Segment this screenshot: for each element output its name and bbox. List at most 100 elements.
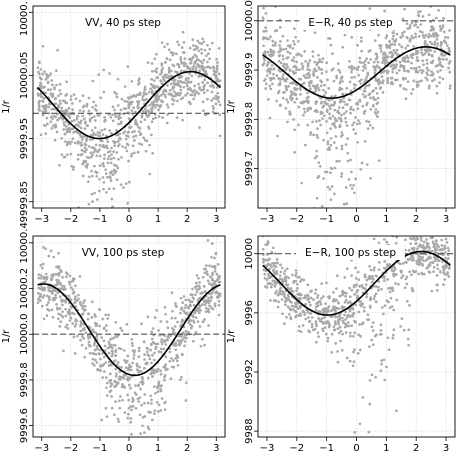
scatter-point: [157, 115, 161, 118]
scatter-point: [161, 92, 165, 96]
scatter-point: [95, 174, 98, 178]
scatter-point: [322, 138, 325, 142]
scatter-point: [369, 57, 373, 61]
scatter-point: [143, 358, 146, 361]
scatter-point: [130, 100, 134, 104]
scatter-point: [447, 257, 450, 260]
scatter-point: [85, 156, 89, 159]
scatter-point: [39, 95, 43, 99]
scatter-point: [303, 143, 307, 147]
scatter-point: [285, 98, 289, 102]
scatter-point: [330, 185, 334, 188]
scatter-point: [102, 339, 106, 343]
scatter-point: [188, 46, 192, 50]
scatter-point: [106, 346, 110, 350]
scatter-point: [438, 76, 442, 79]
scatter-point: [78, 109, 82, 112]
scatter-point: [69, 286, 73, 289]
scatter-point: [425, 66, 429, 70]
scatter-point: [36, 291, 40, 295]
scatter-point: [118, 406, 122, 410]
scatter-point: [415, 233, 418, 236]
scatter-point: [191, 90, 195, 94]
scatter-point: [412, 270, 416, 274]
scatter-point: [268, 267, 272, 271]
scatter-point: [215, 272, 219, 276]
x-tick-label: −3: [34, 214, 49, 225]
scatter-point: [189, 68, 192, 71]
scatter-series: [36, 30, 222, 208]
y-tick-label: 9999.8: [19, 362, 30, 397]
scatter-point: [273, 252, 277, 255]
scatter-point: [63, 123, 66, 127]
scatter-point: [116, 361, 120, 364]
scatter-point: [436, 34, 439, 38]
scatter-point: [67, 140, 70, 144]
scatter-point: [87, 109, 91, 113]
scatter-point: [350, 68, 354, 71]
scatter-point: [442, 267, 446, 271]
scatter-point: [401, 57, 405, 61]
scatter-point: [425, 71, 429, 75]
scatter-point: [167, 74, 171, 78]
scatter-point: [80, 335, 84, 338]
scatter-point: [288, 96, 292, 100]
scatter-point: [414, 23, 418, 27]
scatter-point: [79, 338, 82, 342]
scatter-point: [361, 286, 365, 290]
scatter-point: [263, 79, 266, 82]
scatter-point: [87, 336, 90, 340]
scatter-point: [183, 57, 187, 61]
scatter-point: [37, 101, 41, 104]
scatter-point: [99, 357, 102, 361]
scatter-point: [356, 288, 360, 292]
scatter-point: [312, 73, 316, 77]
scatter-point: [164, 355, 168, 359]
scatter-point: [411, 53, 415, 57]
scatter-point: [120, 329, 124, 333]
scatter-point: [263, 58, 266, 62]
scatter-point: [286, 56, 290, 59]
scatter-point: [277, 300, 280, 304]
scatter-point: [364, 66, 367, 70]
scatter-point: [150, 330, 154, 334]
scatter-point: [414, 32, 417, 36]
scatter-point: [268, 257, 271, 261]
y-tick-label: 9999.7: [244, 151, 255, 186]
scatter-point: [269, 299, 272, 302]
scatter-point: [164, 75, 168, 79]
scatter-point: [210, 255, 213, 259]
scatter-point: [157, 350, 161, 353]
scatter-point: [147, 410, 151, 414]
scatter-point: [414, 229, 417, 232]
scatter-point: [210, 242, 214, 245]
scatter-point: [275, 29, 279, 32]
scatter-point: [147, 114, 151, 118]
scatter-point: [404, 46, 407, 50]
scatter-point: [274, 299, 278, 302]
scatter-point: [92, 115, 96, 119]
scatter-point: [65, 323, 69, 327]
scatter-point: [110, 406, 114, 410]
scatter-point: [180, 323, 183, 326]
scatter-point: [357, 278, 361, 282]
scatter-point: [91, 105, 94, 109]
scatter-point: [107, 360, 111, 364]
scatter-point: [120, 385, 124, 389]
scatter-point: [141, 381, 145, 385]
scatter-point: [182, 81, 186, 84]
scatter-point: [388, 51, 391, 55]
scatter-point: [216, 61, 219, 65]
scatter-point: [211, 104, 215, 108]
scatter-point: [318, 60, 322, 63]
scatter-point: [68, 319, 72, 323]
scatter-point: [92, 352, 96, 356]
scatter-point: [361, 104, 365, 108]
scatter-point: [166, 326, 170, 330]
scatter-point: [343, 33, 347, 37]
scatter-point: [341, 106, 345, 110]
scatter-point: [207, 310, 211, 314]
scatter-point: [85, 139, 88, 143]
scatter-point: [379, 47, 382, 50]
